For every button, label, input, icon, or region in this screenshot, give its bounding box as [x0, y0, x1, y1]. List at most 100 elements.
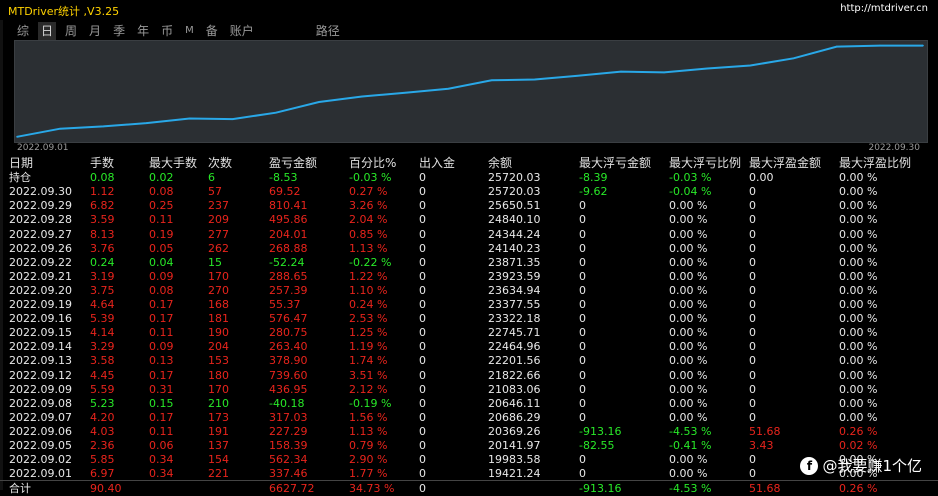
table-cell: 170	[208, 269, 229, 283]
table-row[interactable]: 2022.09.19 4.64 0.17 168 55.37 0.24 % 0 23377.5…	[0, 298, 938, 312]
table-row[interactable]: 2022.09.21 3.19 0.09 170 288.65 1.22 % 0 23923.…	[0, 270, 938, 284]
tab-10[interactable]: 路径	[315, 24, 340, 38]
table-cell: 0	[419, 227, 426, 241]
table-cell: 0.79 %	[349, 439, 388, 452]
table-row[interactable]: 2022.09.01 6.97 0.34 221 337.46 1.77 % 0 19421.…	[0, 467, 938, 481]
table-row[interactable]: 持仓 0.08 0.02 6 -8.53 -0.03 % 0 25720.03 -8.39 -0.…	[0, 171, 938, 185]
table-cell: 1.56 %	[349, 410, 388, 424]
table-cell: 0	[749, 368, 756, 382]
tab-8[interactable]: 备	[205, 24, 218, 38]
table-row[interactable]: 2022.09.05 2.36 0.06 137 158.39 0.79 % 0 20141.…	[0, 439, 938, 453]
table-cell: 6	[208, 171, 215, 185]
table-row[interactable]: 2022.09.29 6.82 0.25 237 810.41 3.26 % 0 25650.…	[0, 199, 938, 213]
table-cell: 23377.55	[488, 298, 541, 311]
table-row[interactable]: 2022.09.12 4.45 0.17 180 739.60 3.51 % 0 21822.…	[0, 369, 938, 383]
table-row[interactable]: 2022.09.16 5.39 0.17 181 576.47 2.53 % 0 23322.…	[0, 312, 938, 326]
table-cell: 0	[579, 368, 586, 382]
table-cell: 4.64	[90, 298, 115, 311]
equity-point	[792, 57, 795, 60]
table-cell: 436.95	[269, 382, 308, 396]
table-cell: 23322.18	[488, 312, 541, 326]
table-cell: 0.00 %	[669, 410, 708, 424]
header-cell[interactable]: 最大手数	[149, 156, 198, 170]
table-cell: 3.75	[90, 283, 115, 297]
tab-3[interactable]: 月	[89, 24, 102, 38]
table-cell: 190	[208, 326, 229, 340]
tab-1[interactable]: 日	[38, 22, 57, 40]
header-cell[interactable]: 余额	[488, 156, 513, 170]
table-row[interactable]: 2022.09.02 5.85 0.34 154 562.34 2.90 % 0 19983.…	[0, 453, 938, 467]
tab-0[interactable]: 综	[17, 24, 30, 38]
table-cell: 2022.09.27	[9, 227, 72, 241]
table-cell: 0.00 %	[669, 213, 708, 227]
header-cell[interactable]: 次数	[208, 156, 233, 170]
equity-point	[318, 101, 320, 103]
table-row[interactable]: 2022.09.27 8.13 0.19 277 204.01 0.85 % 0 24344.…	[0, 228, 938, 242]
header-cell[interactable]: 最大浮盈比例	[839, 156, 912, 170]
table-row[interactable]: 2022.09.14 3.29 0.09 204 263.40 1.19 % 0 22464.…	[0, 340, 938, 354]
table-cell: 55.37	[269, 298, 301, 311]
site-url-link[interactable]: http://mtdriver.cn	[840, 3, 928, 14]
tab-4[interactable]: 季	[113, 24, 126, 38]
table-cell: 5.85	[90, 453, 115, 467]
table-cell: 1.13 %	[349, 241, 388, 255]
table-cell: 0.00 %	[669, 255, 708, 269]
table-cell: 0.17	[149, 368, 174, 382]
header-cell[interactable]: 盈亏金额	[269, 156, 318, 170]
header-cell[interactable]: 最大浮盈金额	[749, 156, 822, 170]
table-row[interactable]: 2022.09.22 0.24 0.04 15 -52.24 -0.22 % 0 23871.…	[0, 256, 938, 270]
table-cell: 0	[749, 227, 756, 241]
table-row[interactable]: 2022.09.07 4.20 0.17 173 317.03 1.56 % 0 20686.…	[0, 411, 938, 425]
table-cell: 0.00 %	[669, 340, 708, 354]
header-cell[interactable]: 百分比%	[349, 156, 397, 170]
table-cell: 2.90 %	[349, 453, 388, 467]
tab-6[interactable]: 币	[161, 24, 174, 38]
table-cell: 0	[749, 298, 756, 311]
total-cell: 51.68	[749, 482, 781, 496]
table-row[interactable]: 2022.09.06 4.03 0.11 191 227.29 1.13 % 0 20369.…	[0, 425, 938, 439]
header-cell[interactable]: 手数	[90, 156, 115, 170]
table-cell: 2022.09.01	[9, 467, 72, 481]
table-row[interactable]: 2022.09.28 3.59 0.11 209 495.86 2.04 % 0 24840.…	[0, 213, 938, 227]
table-row[interactable]: 2022.09.09 5.59 0.31 170 436.95 2.12 % 0 21083.…	[0, 383, 938, 397]
header-cell[interactable]: 日期	[9, 156, 34, 170]
table-cell: 0	[749, 255, 756, 269]
header-cell[interactable]: 最大浮亏比例	[669, 156, 742, 170]
table-row[interactable]: 2022.09.08 5.23 0.15 210 -40.18 -0.19 % 0 20646…	[0, 397, 938, 411]
table-cell: 4.20	[90, 410, 115, 424]
table-cell: 25720.03	[488, 185, 541, 199]
table-cell: 495.86	[269, 213, 308, 227]
table-row[interactable]: 2022.09.15 4.14 0.11 190 280.75 1.25 % 0 22745.…	[0, 326, 938, 340]
table-cell: 0.27 %	[349, 185, 388, 199]
table-cell: 2022.09.02	[9, 453, 72, 467]
table-cell: 22745.71	[488, 326, 541, 340]
tab-9[interactable]: 账户	[229, 24, 254, 38]
tab-2[interactable]: 周	[65, 24, 78, 38]
header-cell[interactable]: 最大浮亏金额	[579, 156, 652, 170]
table-cell: 270	[208, 283, 229, 297]
table-cell: 2022.09.06	[9, 424, 72, 438]
table-row[interactable]: 2022.09.20 3.75 0.08 270 257.39 1.10 % 0 23634.…	[0, 284, 938, 298]
equity-point	[447, 87, 450, 90]
tab-7[interactable]: M	[185, 25, 194, 36]
table-cell: 持仓	[9, 171, 31, 185]
table-cell: 0.09	[149, 340, 174, 354]
table-cell: 2022.09.07	[9, 410, 72, 424]
table-cell: 2022.09.19	[9, 298, 72, 311]
table-cell: -9.62	[579, 185, 608, 199]
table-cell: 0.13	[149, 354, 174, 368]
table-cell: 0	[419, 382, 426, 396]
table-cell: 4.45	[90, 368, 115, 382]
header-cell[interactable]: 出入金	[419, 156, 456, 170]
table-row[interactable]: 2022.09.13 3.58 0.13 153 378.90 1.74 % 0 22201.…	[0, 354, 938, 368]
table-cell: 0	[419, 368, 426, 382]
table-cell: 262	[208, 241, 229, 255]
total-cell: 34.73 %	[349, 482, 395, 496]
equity-point	[577, 75, 579, 77]
table-cell: 2022.09.20	[9, 283, 72, 297]
table-cell: 20369.26	[488, 424, 541, 438]
table-row[interactable]: 2022.09.26 3.76 0.05 262 268.88 1.13 % 0 24140.…	[0, 242, 938, 256]
tab-5[interactable]: 年	[137, 24, 150, 38]
table-row[interactable]: 2022.09.30 1.12 0.08 57 69.52 0.27 % 0 25720.03…	[0, 185, 938, 199]
table-cell: 280.75	[269, 326, 308, 340]
